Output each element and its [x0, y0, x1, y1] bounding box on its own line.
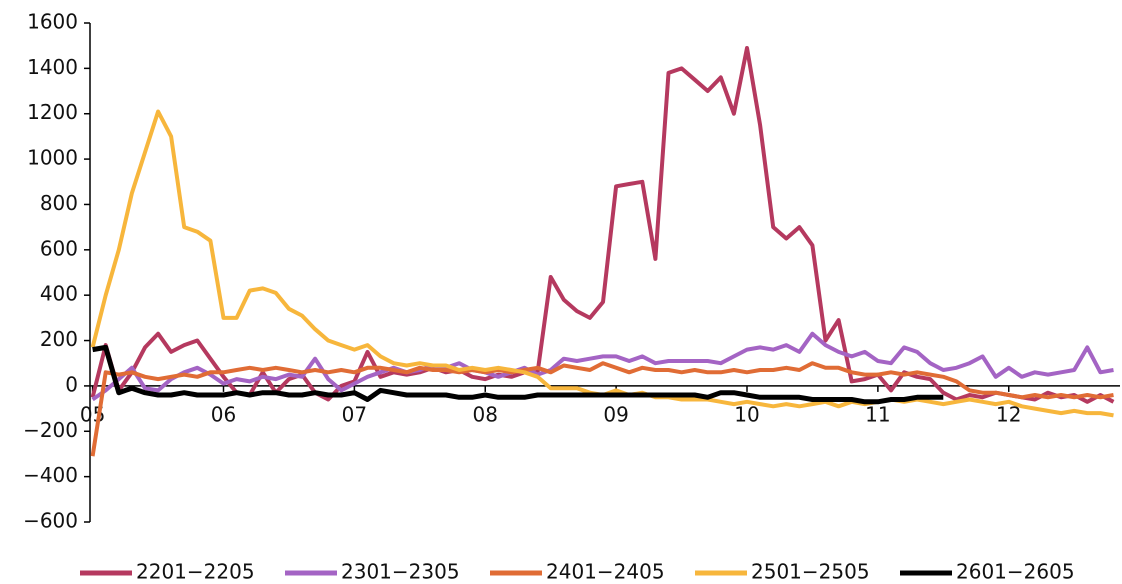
- y-tick-label: 400: [40, 282, 78, 306]
- x-tick-label: 11: [865, 402, 890, 426]
- legend-label: 2501−2505: [751, 560, 870, 584]
- y-tick-label: 1400: [27, 55, 78, 79]
- series-line: [90, 361, 1114, 457]
- y-tick-label: 1600: [27, 10, 78, 34]
- y-tick-label: 0: [65, 372, 78, 396]
- y-tick-label: 1000: [27, 146, 78, 170]
- series-line: [90, 46, 1115, 404]
- y-tick-label: −600: [23, 509, 78, 533]
- legend-label: 2401−2405: [546, 560, 665, 584]
- x-tick-label: 06: [211, 402, 236, 426]
- legend-label: 2601−2605: [956, 560, 1075, 584]
- y-tick-label: 800: [40, 191, 78, 215]
- legend-label: 2301−2305: [341, 560, 460, 584]
- y-tick-label: −200: [23, 418, 78, 442]
- x-tick-label: 10: [734, 402, 759, 426]
- series-line: [91, 331, 1114, 402]
- y-tick-label: 200: [40, 327, 78, 351]
- y-tick-label: −400: [23, 463, 78, 487]
- y-tick-label: 1200: [27, 100, 78, 124]
- series-line: [92, 344, 944, 405]
- x-tick-label: 07: [342, 402, 367, 426]
- legend-label: 2201−2205: [136, 560, 255, 584]
- y-tick-label: 600: [40, 236, 78, 260]
- x-tick-label: 09: [603, 402, 628, 426]
- x-tick-label: 08: [473, 402, 498, 426]
